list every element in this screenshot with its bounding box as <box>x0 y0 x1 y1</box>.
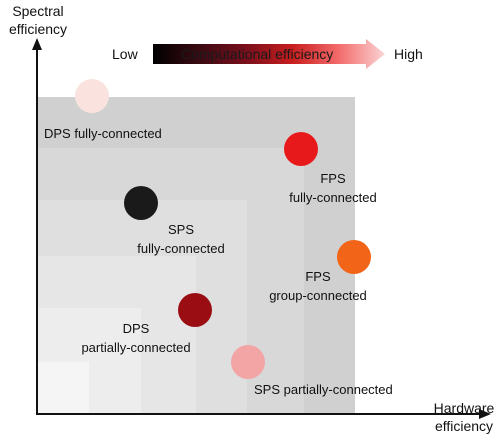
y-axis-label-line1: Spectral <box>12 3 64 19</box>
label-dps-fully-connected-line1: DPS fully-connected <box>44 126 162 141</box>
x-axis-label-line2: efficiency <box>434 418 494 434</box>
label-dps-fully-connected: DPS fully-connected <box>44 125 162 142</box>
axes <box>32 38 491 419</box>
point-dps-partially-connected <box>178 293 212 327</box>
colorbar-low-label: Low <box>112 46 138 62</box>
label-fps-group-connected-line2: group-connected <box>269 288 367 303</box>
colorbar-high-label: High <box>394 46 423 62</box>
x-axis-label-line1: Hardware <box>433 400 495 416</box>
points <box>75 79 371 379</box>
label-fps-group-connected: FPS group-connected <box>253 268 383 304</box>
x-axis-label: Hardware efficiency <box>428 399 500 435</box>
region-level-6 <box>37 362 89 415</box>
point-fps-fully-connected <box>284 132 318 166</box>
label-dps-partially-connected-line1: DPS <box>122 321 150 336</box>
label-sps-partially-connected-line1: SPS partially-connected <box>254 382 393 397</box>
label-fps-fully-connected-line1: FPS <box>320 171 346 186</box>
x-axis-arrow-icon <box>479 409 491 419</box>
point-fps-group-connected <box>337 240 371 274</box>
colorbar <box>153 39 385 69</box>
label-dps-partially-connected: DPS partially-connected <box>68 320 204 356</box>
label-sps-fully-connected-line2: fully-connected <box>137 241 225 256</box>
colorbar-title: Computational efficiency <box>181 46 334 62</box>
label-dps-partially-connected-line2: partially-connected <box>81 340 191 355</box>
label-fps-group-connected-line1: FPS <box>305 269 331 284</box>
point-sps-partially-connected <box>231 345 265 379</box>
point-sps-fully-connected <box>124 186 158 220</box>
y-axis-label: Spectral efficiency <box>0 2 76 38</box>
colorbar-gradient-arrow <box>153 39 385 69</box>
label-sps-fully-connected: SPS fully-connected <box>116 221 246 257</box>
label-sps-fully-connected-line1: SPS <box>167 222 194 237</box>
point-dps-fully-connected <box>75 79 109 113</box>
label-fps-fully-connected: FPS fully-connected <box>268 170 398 206</box>
label-fps-fully-connected-line2: fully-connected <box>289 190 377 205</box>
label-sps-partially-connected: SPS partially-connected <box>254 381 393 398</box>
y-axis-arrow-icon <box>32 38 42 50</box>
y-axis-label-line2: efficiency <box>8 21 68 37</box>
